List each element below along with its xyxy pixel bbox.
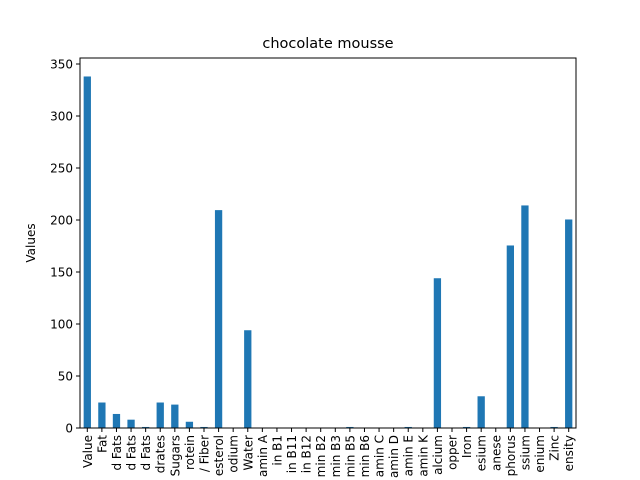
y-tick-label: 250 (50, 162, 73, 176)
x-tick-label: Value (81, 435, 95, 468)
x-tick-label: in B12 (300, 435, 314, 473)
x-tick-label: Fat (95, 435, 109, 453)
x-tick-label: d Fats (125, 435, 139, 471)
bar (127, 419, 135, 428)
bar (433, 278, 442, 428)
bar (550, 426, 558, 428)
x-tick-label: amin D (387, 435, 401, 478)
x-tick-label: min B2 (314, 435, 328, 477)
bar (83, 76, 91, 428)
bar (346, 426, 354, 428)
x-tick-label: opper (446, 435, 460, 470)
bar (565, 219, 573, 428)
x-tick-label: anese (489, 435, 503, 471)
x-tick-label: esium (475, 435, 489, 471)
bar (185, 421, 194, 428)
bar (506, 245, 514, 428)
x-tick-label: d Fats (110, 435, 124, 471)
bar (156, 402, 164, 428)
bar (404, 426, 412, 428)
x-tick-label: rotein (183, 435, 197, 470)
x-tick-label: amin K (416, 434, 430, 477)
bar (200, 426, 208, 428)
x-tick-label: Iron (460, 435, 474, 458)
bar (477, 396, 485, 428)
x-tick-label: phorus (504, 435, 518, 476)
y-tick-label: 350 (50, 58, 73, 72)
x-tick-label: alcium (431, 435, 445, 475)
bar (521, 205, 529, 428)
x-tick-label: d Fats (139, 435, 153, 471)
x-tick-label: amin A (256, 434, 270, 477)
bar (214, 210, 223, 428)
x-tick-label: ssium (518, 435, 532, 470)
y-tick-label: 0 (65, 422, 73, 436)
x-tick-label: amin C (373, 435, 387, 477)
x-tick-label: enium (533, 435, 547, 473)
x-tick-label: Water (241, 435, 255, 471)
x-tick-label: drates (154, 435, 168, 473)
bar (244, 330, 252, 428)
x-axis: Value Fat d Fats d Fats d Fats drates Sugars ro… (81, 428, 576, 478)
plot-frame (79, 57, 577, 429)
x-tick-label: in B11 (285, 435, 299, 473)
x-tick-label: amin E (402, 435, 416, 476)
y-axis: 0 50 100 150 200 250 300 350 (50, 58, 80, 436)
bar (171, 404, 179, 428)
y-axis-label: Values (24, 223, 38, 262)
x-tick-label: / Fiber (198, 435, 212, 472)
y-tick-label: 150 (50, 266, 73, 280)
x-tick-label: esterol (212, 435, 226, 476)
y-tick-label: 100 (50, 318, 73, 332)
bar (112, 413, 121, 428)
bar (462, 426, 471, 428)
x-tick-label: in B1 (270, 435, 284, 466)
y-tick-label: 300 (50, 110, 73, 124)
bar (142, 426, 150, 428)
x-tick-label: odium (227, 435, 241, 473)
x-tick-label: Zinc (548, 435, 562, 461)
x-tick-label: min B6 (358, 435, 372, 477)
y-tick-label: 200 (50, 214, 73, 228)
x-tick-label: min B5 (343, 435, 357, 477)
bar (98, 402, 106, 428)
x-tick-label: min B3 (329, 435, 343, 477)
chart-title: chocolate mousse (262, 36, 393, 52)
bars-group (83, 76, 573, 428)
x-tick-label: ensity (562, 435, 576, 471)
y-tick-label: 50 (58, 370, 73, 384)
x-tick-label: Sugars (168, 435, 182, 476)
